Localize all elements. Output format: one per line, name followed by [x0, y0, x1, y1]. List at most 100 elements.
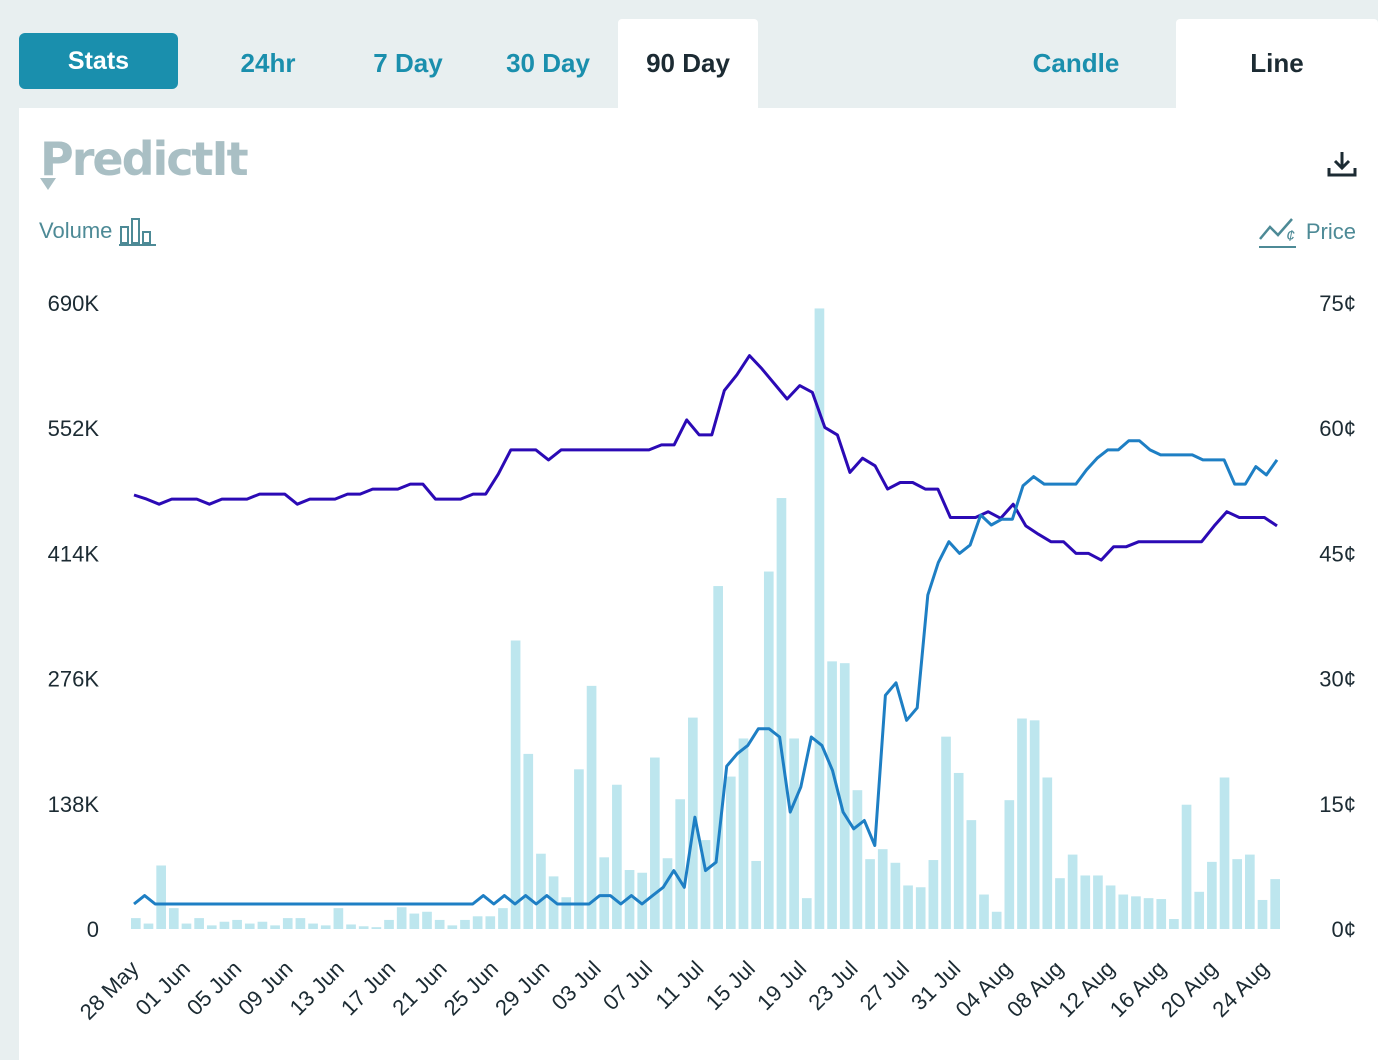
x-axis-tick-label: 23 Jul [803, 956, 862, 1015]
price-legend[interactable]: ¢ Price [1258, 215, 1356, 249]
volume-bar [574, 769, 584, 929]
x-axis-tick-label: 21 Jun [387, 956, 451, 1020]
volume-bar [953, 772, 964, 929]
x-axis-tick-label: 19 Jul [752, 956, 811, 1015]
volume-bar [143, 923, 154, 929]
x-axis-tick-label: 05 Jun [182, 956, 246, 1020]
volume-bar [396, 907, 407, 929]
volume-bar [206, 925, 217, 929]
x-axis-tick-label: 20 Aug [1156, 956, 1222, 1022]
volume-bar [612, 784, 622, 929]
volume-bar [257, 921, 268, 929]
volume-bar [675, 799, 686, 929]
volume-bar [966, 820, 977, 929]
x-axis-tick-label: 08 Aug [1002, 956, 1068, 1022]
volume-axis-tick-label: 138K [48, 792, 100, 817]
volume-bar [877, 849, 888, 929]
volume-bar [320, 925, 331, 929]
volume-axis-tick-label: 414K [48, 541, 100, 566]
tab-candle[interactable]: Candle [1032, 48, 1120, 78]
volume-bar [713, 586, 723, 929]
volume-bar [650, 757, 660, 929]
volume-bar [1055, 878, 1065, 929]
volume-bar [244, 923, 255, 929]
volume-bar [865, 859, 875, 929]
bar-chart-icon [119, 218, 157, 246]
stats-button[interactable]: Stats [19, 33, 178, 89]
volume-bar [763, 571, 774, 929]
volume-bar [194, 918, 204, 929]
x-axis-tick-label: 12 Aug [1053, 956, 1119, 1022]
price-axis-tick-label: 75¢ [1319, 291, 1356, 316]
tab-bar: Stats 24hr 7 Day 30 Day 90 Day Candle Li… [0, 0, 1378, 108]
tab-30-day[interactable]: 30 Day [506, 48, 590, 78]
tab-line[interactable]: Line [1176, 19, 1378, 108]
volume-bar [181, 923, 192, 929]
volume-bar [1042, 777, 1053, 929]
volume-bar [1219, 777, 1230, 929]
x-axis-tick-label: 29 Jun [490, 956, 554, 1020]
tab-90-day[interactable]: 90 Day [618, 19, 758, 108]
logo-arrow-icon [40, 178, 56, 190]
volume-bar [498, 908, 508, 929]
volume-bar [700, 840, 711, 929]
x-axis-tick-label: 03 Jul [547, 956, 606, 1015]
volume-bar [409, 913, 420, 929]
volume-bar [1118, 894, 1129, 929]
volume-bar [1131, 896, 1141, 929]
volume-bar [358, 926, 369, 929]
volume-bar [1181, 804, 1192, 929]
volume-bar [624, 870, 635, 929]
x-axis-tick-label: 09 Jun [233, 956, 297, 1020]
volume-bar [586, 685, 597, 929]
volume-bar [270, 925, 280, 929]
volume-bar [725, 776, 736, 929]
volume-axis-tick-label: 690K [48, 291, 100, 316]
volume-bar [1169, 919, 1179, 929]
volume-legend[interactable]: Volume [39, 215, 158, 247]
tab-24hr[interactable]: 24hr [240, 48, 296, 78]
volume-axis-tick-label: 552K [48, 416, 100, 441]
price-line-icon: ¢ [1258, 218, 1296, 248]
volume-bar [472, 916, 483, 929]
volume-bar [751, 860, 761, 929]
volume-axis-tick-label: 0 [87, 917, 99, 942]
volume-bar [333, 908, 344, 929]
volume-bar [1232, 859, 1243, 929]
x-axis-tick-label: 25 Jun [439, 956, 503, 1020]
volume-bar [384, 919, 394, 929]
volume-bar [1067, 854, 1078, 929]
price-axis-tick-label: 45¢ [1319, 541, 1356, 566]
x-axis-tick-label: 11 Jul [650, 956, 708, 1014]
price-legend-label: Price [1305, 219, 1356, 244]
volume-bar [801, 898, 812, 929]
volume-bar [852, 790, 863, 929]
volume-bar [536, 853, 546, 929]
volume-bar [1270, 879, 1280, 929]
volume-bar [827, 661, 837, 929]
price-axis-tick-label: 0¢ [1332, 917, 1356, 942]
download-icon[interactable] [1326, 150, 1358, 178]
volume-bar [510, 640, 521, 929]
volume-bar [523, 753, 534, 929]
price-axis-tick-label: 30¢ [1319, 667, 1356, 692]
volume-bar [662, 858, 673, 929]
volume-bar [776, 498, 787, 929]
x-axis-tick-label: 24 Aug [1207, 956, 1273, 1022]
volume-bar [219, 921, 230, 929]
x-axis-tick-label: 01 Jun [131, 956, 195, 1020]
volume-bar [839, 663, 850, 929]
volume-bar [561, 897, 572, 929]
volume-bar [890, 862, 901, 929]
volume-bar [1245, 854, 1255, 929]
x-axis-tick-label: 16 Aug [1105, 956, 1171, 1022]
tab-7-day[interactable]: 7 Day [373, 48, 443, 78]
volume-bar [460, 919, 470, 929]
volume-bar [637, 872, 648, 929]
volume-bar [295, 918, 306, 929]
volume-bar [903, 885, 913, 929]
volume-bar [1004, 800, 1015, 929]
volume-bar [1156, 899, 1167, 929]
volume-bar [1017, 718, 1027, 929]
